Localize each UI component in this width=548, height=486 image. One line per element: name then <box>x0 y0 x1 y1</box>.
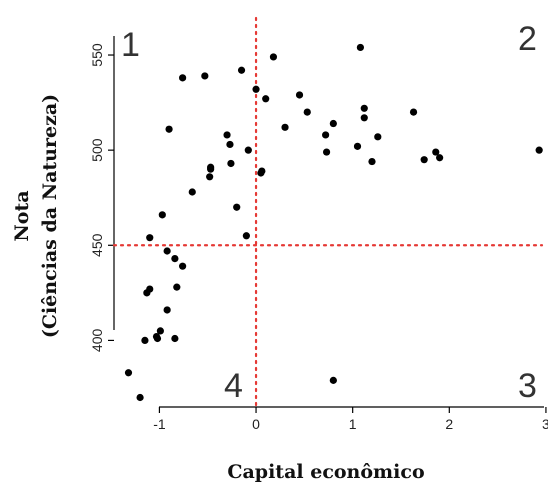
data-point <box>329 376 337 384</box>
x-tick-label: 1 <box>349 416 357 432</box>
quadrant-label-3: 3 <box>518 367 537 405</box>
data-point <box>432 148 440 156</box>
data-point <box>158 211 166 219</box>
x-tick-label: 0 <box>252 416 260 432</box>
data-point <box>156 327 164 335</box>
data-point <box>269 53 278 61</box>
data-point <box>244 146 252 154</box>
data-point <box>207 163 215 171</box>
data-point <box>409 108 418 116</box>
data-point <box>262 95 270 103</box>
data-point <box>360 104 368 112</box>
reference-lines <box>112 16 544 407</box>
data-point <box>252 85 260 93</box>
data-point <box>141 336 149 345</box>
plot-frame <box>113 36 544 408</box>
data-point <box>258 167 266 175</box>
data-point <box>163 306 171 314</box>
data-point <box>124 369 133 377</box>
x-tick-label: -1 <box>153 416 166 432</box>
data-point <box>146 285 154 293</box>
data-point <box>163 247 171 255</box>
data-point <box>295 91 304 99</box>
data-point <box>535 146 543 154</box>
data-point <box>360 114 368 122</box>
data-point <box>188 188 196 196</box>
y-tick-label: 550 <box>89 43 105 67</box>
x-tick-label: 2 <box>445 416 453 432</box>
data-point <box>303 108 311 116</box>
data-point <box>281 123 289 131</box>
data-point <box>374 133 382 141</box>
x-axis-title: Capital econômico <box>227 461 424 483</box>
data-point <box>226 140 234 149</box>
data-point <box>329 119 337 128</box>
y-tick-label: 400 <box>89 329 105 353</box>
data-point <box>233 203 241 211</box>
data-point <box>136 393 144 402</box>
data-point <box>322 131 330 139</box>
y-axis-title-line-2: (Ciências da Natureza) <box>39 94 61 338</box>
data-point <box>322 148 331 156</box>
data-point <box>179 262 187 270</box>
y-tick-label: 500 <box>89 138 105 162</box>
data-point <box>173 283 181 291</box>
data-point <box>353 142 362 150</box>
x-tick-label: 3 <box>542 416 548 432</box>
data-point <box>420 156 428 164</box>
data-point <box>152 333 161 341</box>
y-axis-ticks: 400 450 500 550 <box>89 43 114 352</box>
data-point <box>171 255 179 263</box>
quadrant-label-4: 4 <box>224 367 243 405</box>
data-point <box>146 234 154 242</box>
data-point <box>165 125 173 133</box>
data-point <box>179 74 187 82</box>
data-point <box>206 173 214 181</box>
data-point <box>242 232 250 240</box>
y-tick-label: 450 <box>89 233 105 257</box>
x-axis-ticks: -1 0 1 2 3 <box>153 407 548 432</box>
data-point <box>227 159 235 168</box>
data-point <box>171 334 179 343</box>
quadrant-label-2: 2 <box>518 20 537 58</box>
data-point <box>237 66 246 74</box>
data-point <box>201 72 209 80</box>
data-points <box>124 43 543 402</box>
data-point <box>223 131 231 139</box>
y-axis-title-line-1: Nota <box>11 190 33 241</box>
data-point <box>436 154 444 162</box>
quadrant-label-1: 1 <box>121 26 140 64</box>
data-point <box>356 43 365 52</box>
data-point <box>368 157 376 166</box>
